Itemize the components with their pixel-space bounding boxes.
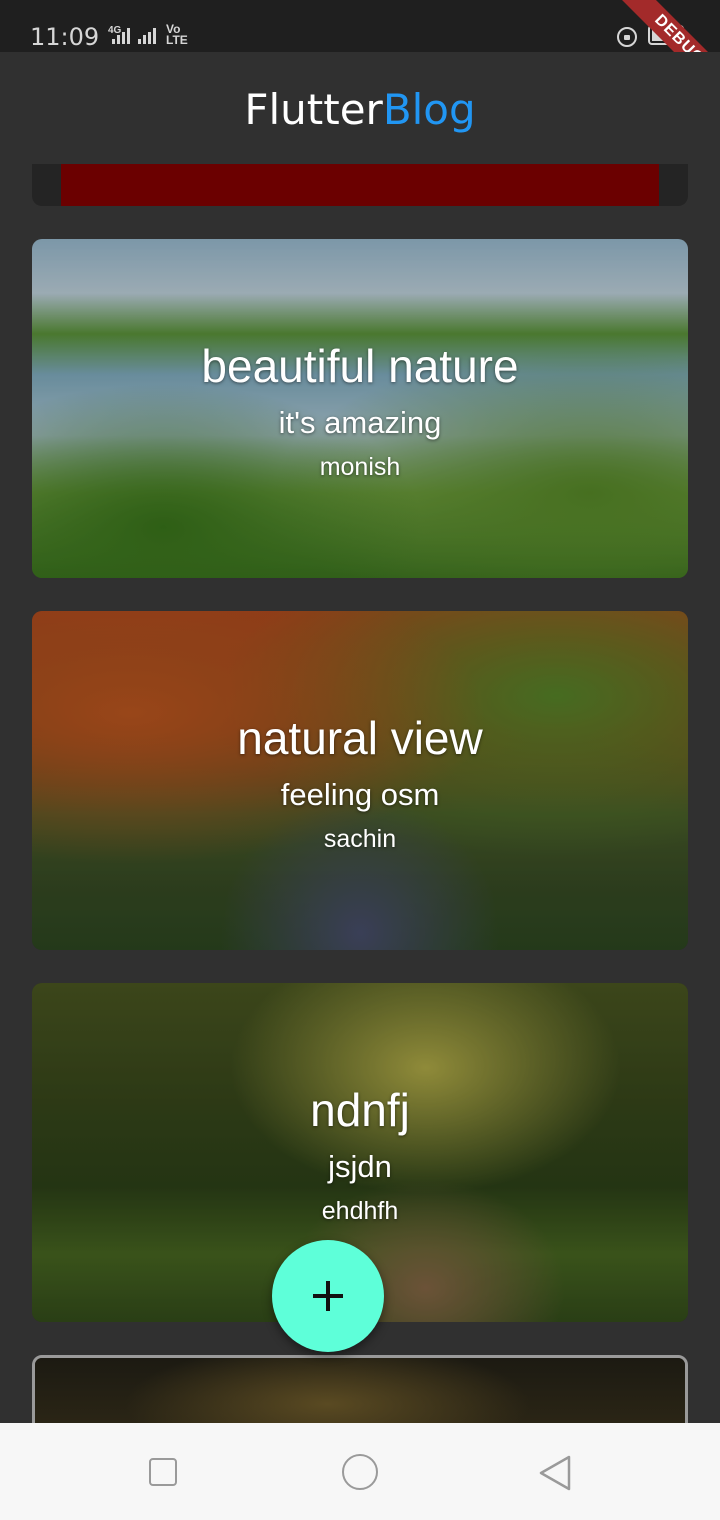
volte-label-bottom: LTE: [166, 33, 188, 47]
recent-apps-icon[interactable]: [149, 1458, 177, 1486]
post-description: feeling osm: [280, 777, 440, 812]
post-title: beautiful nature: [201, 340, 519, 392]
app-title-blog: Blog: [382, 85, 476, 134]
signal-icon: [112, 28, 132, 44]
battery-icon: [648, 25, 687, 45]
post-card[interactable]: natural view feeling osm sachin: [32, 611, 688, 950]
post-image-partial: [61, 164, 659, 206]
app-title: FlutterBlog: [0, 85, 720, 134]
signal-icon: [138, 28, 158, 44]
home-icon[interactable]: [342, 1454, 378, 1490]
status-time: 11:09: [30, 23, 100, 51]
post-description: jsjdn: [328, 1149, 392, 1184]
volte-label-top: Vo: [166, 22, 181, 36]
post-title: natural view: [237, 712, 483, 764]
app-bar: FlutterBlog: [0, 52, 720, 164]
plus-icon: [313, 1281, 343, 1311]
post-author: sachin: [323, 825, 397, 853]
post-description: it's amazing: [278, 405, 442, 440]
navigation-bar: [0, 1423, 720, 1520]
post-card-partial[interactable]: [32, 164, 688, 206]
status-bar: 11:09 4G Vo LTE: [0, 0, 720, 52]
app-title-flutter: Flutter: [244, 85, 383, 134]
volte-indicator: Vo LTE: [166, 22, 188, 47]
post-card[interactable]: beautiful nature it's amazing monish: [32, 239, 688, 578]
post-author: monish: [319, 453, 401, 481]
network-type: 4G: [108, 25, 122, 36]
post-image: [32, 611, 688, 950]
back-icon[interactable]: [538, 1455, 572, 1491]
post-author: ehdhfh: [321, 1197, 399, 1225]
lock-rotation-icon: [617, 27, 637, 47]
add-post-button[interactable]: [272, 1240, 384, 1352]
post-image: [32, 239, 688, 578]
post-title: ndnfj: [310, 1084, 410, 1136]
